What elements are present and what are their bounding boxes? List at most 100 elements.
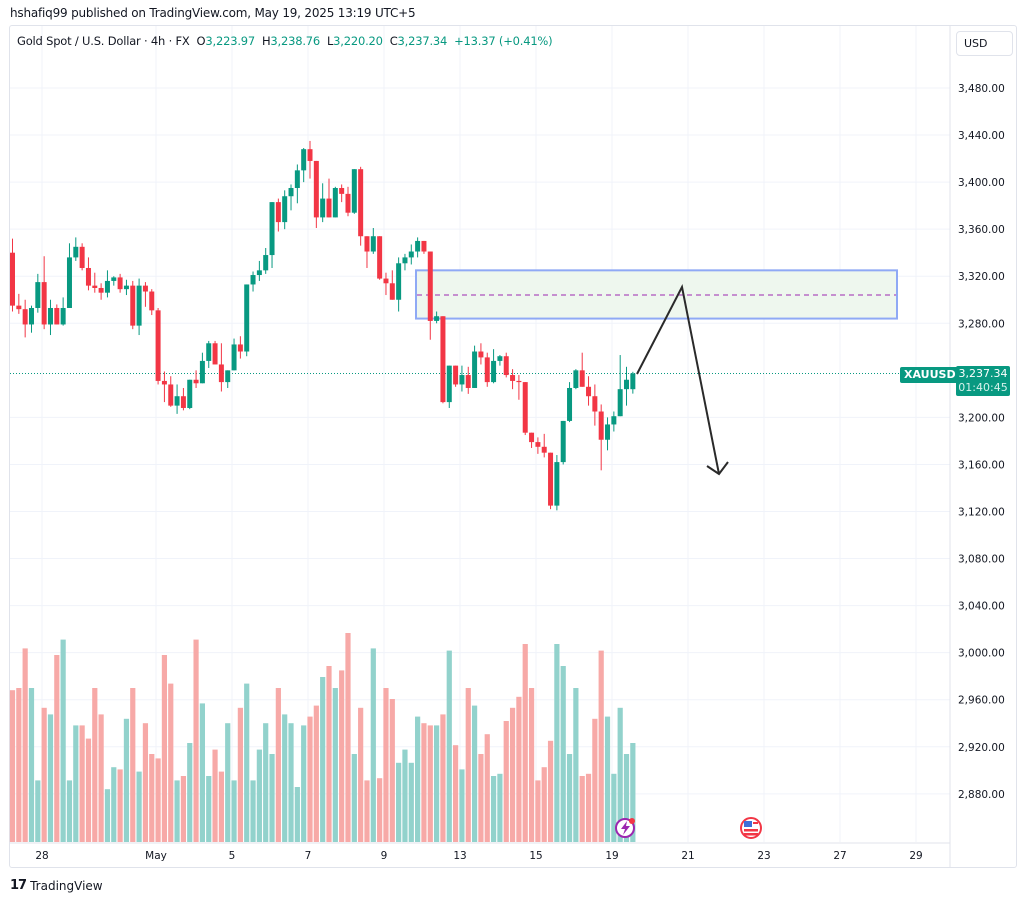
volume-bar [339,670,345,842]
arrow-head-icon [706,461,729,476]
volume-bar [187,743,193,842]
candle-down [313,160,319,218]
volume-bar [592,718,598,842]
candle-down [529,432,535,443]
candle-down [218,364,224,383]
volume-bar [440,714,446,842]
price-axis-label: 3,360.00 [958,224,1005,236]
notification-dot-icon [629,818,635,824]
volume-bar [497,773,503,842]
volume-bar [547,740,554,842]
volume-bar [326,666,332,842]
volume-bar [604,716,611,842]
volume-bar [130,688,136,842]
candle-down [389,283,395,300]
candle-down [427,251,433,321]
volume-bar [104,789,111,842]
volume-bar [123,718,130,842]
volume-bar [174,780,180,842]
price-axis-label: 3,400.00 [958,177,1005,189]
volume-bar [66,780,73,842]
volume-bar [256,749,262,842]
candle-up [472,351,478,388]
price-axis-label: 3,440.00 [958,130,1005,142]
price-axis-label: 2,920.00 [958,742,1005,754]
candle-down [579,370,585,387]
volume-bar [180,776,187,842]
volume-bar [522,644,528,842]
volume-bar [136,771,142,842]
volume-bar [111,767,117,842]
volume-bar [212,749,218,842]
volume-bar [408,762,414,842]
ohlc-legend: Gold Spot / U.S. Dollar · 4h · FX O3,223… [17,34,553,48]
volume-bar [332,688,338,842]
price-axis-label: 3,040.00 [958,601,1005,613]
volume-bar [206,776,212,842]
candle-down [503,356,509,376]
volume-bar [275,688,281,842]
candle-down [541,446,547,453]
volume-bar [199,703,205,842]
volume-bar [566,754,573,842]
volume-bar [92,688,98,842]
time-axis-label: 27 [833,850,846,862]
volume-bar [516,696,522,842]
candle-down [586,386,592,397]
candle-up [60,307,66,325]
candle-down [193,379,199,384]
change-value: +13.37 (+0.41%) [454,34,553,48]
time-axis-label: 23 [757,850,770,862]
candle-up [294,170,300,188]
candle-up [301,149,307,171]
candle-up [617,389,623,417]
candle-down [41,282,47,325]
volume-bar [446,650,452,842]
time-axis-label: 7 [305,850,312,862]
candle-down [85,267,91,286]
time-axis-label: 9 [381,850,388,862]
volume-bar [193,639,199,842]
volume-bar [465,688,471,842]
time-axis-label: 5 [229,850,236,862]
volume-bar [434,725,440,842]
volume-bar [396,762,402,842]
high-value: 3,238.76 [270,34,321,48]
candle-down [212,343,218,365]
currency-button[interactable]: USD [956,31,1013,56]
volume-bar [155,758,161,842]
published-caption: hshafiq99 published on TradingView.com, … [10,6,416,20]
volume-bar [244,683,250,842]
candle-down [510,375,516,381]
volume-bar [611,773,617,842]
flag-canton-icon [744,821,752,827]
candle-up [66,257,72,308]
candle-up [573,370,579,388]
volume-bar [35,780,41,842]
candle-down [180,396,186,408]
symbol-description: Gold Spot / U.S. Dollar · 4h · FX [17,34,190,48]
volume-bar [598,650,604,842]
volume-bar [98,714,104,842]
candle-up [415,240,421,252]
candle-down [478,351,484,358]
candle-down [161,380,167,385]
candle-down [592,396,598,412]
candle-up [605,424,611,440]
volume-bar [294,787,300,842]
chart-frame [9,25,1017,868]
symbol-price-tag: XAUUSD [900,367,960,383]
volume-bar [149,754,155,842]
price-axis-label: 2,880.00 [958,789,1005,801]
candle-up [263,255,269,271]
volume-bar [54,655,60,842]
candle-up [332,187,338,218]
candle-down [22,309,28,325]
volume-bar [313,705,319,842]
candle-down [79,246,85,268]
tradingview-logo[interactable]: 17 TradingView [10,878,103,893]
candle-up [123,285,129,290]
candle-up [630,373,636,390]
candle-down [98,287,104,293]
